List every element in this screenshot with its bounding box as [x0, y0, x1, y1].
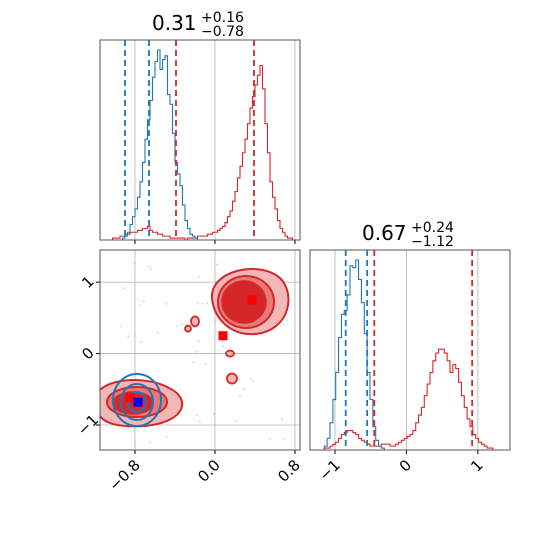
- marker-a-1: [218, 331, 228, 341]
- scatter-point: [165, 302, 168, 305]
- histogram-p0-series-b: [100, 49, 300, 240]
- scatter-point: [156, 331, 159, 334]
- contour-b-mid: [120, 383, 154, 421]
- title-p1-plus: +0.24: [411, 220, 454, 236]
- scatter-point: [238, 378, 241, 381]
- scatter-point: [195, 414, 198, 417]
- scatter-point: [283, 438, 286, 441]
- tick-label-p1-y-0: −1: [74, 411, 102, 439]
- scatter-point: [127, 335, 130, 338]
- joint-density-frame: [99, 249, 301, 451]
- scatter-point: [281, 418, 284, 421]
- scatter-point: [197, 340, 200, 343]
- scatter-point: [201, 302, 204, 305]
- scatter-point: [221, 340, 224, 343]
- title-p1-value: 0.67: [362, 221, 407, 245]
- scatter-point: [204, 362, 207, 365]
- scatter-point: [221, 345, 224, 348]
- histogram-p0-panel: [99, 39, 301, 244]
- title-p1: 0.67 +0.24 −1.12: [362, 220, 454, 250]
- scatter-point: [123, 287, 126, 290]
- title-p0: 0.31 +0.16 −0.78: [152, 10, 244, 40]
- histogram-p1-frame: [309, 249, 511, 451]
- scatter-point: [192, 360, 195, 363]
- histogram-p1-series-b: [310, 259, 510, 450]
- scatter-point: [242, 388, 245, 390]
- scatter-point: [142, 300, 145, 303]
- title-p0-plus: +0.16: [201, 10, 244, 26]
- scatter-point: [180, 323, 183, 326]
- contour-a-island: [184, 324, 192, 333]
- scatter-point: [148, 266, 151, 268]
- tick-label-p1-x-2: 1: [467, 456, 486, 475]
- scatter-point: [133, 430, 135, 433]
- contour-a-upper-inner: [221, 280, 267, 324]
- contour-a-island: [225, 349, 235, 358]
- scatter-point: [165, 436, 168, 438]
- joint-density-panel: [96, 249, 301, 454]
- tick-label-p1-x-0: −1: [315, 456, 343, 484]
- scatter-point: [239, 395, 241, 398]
- scatter-point: [286, 319, 289, 322]
- tick-label-p1-y-2: 1: [78, 272, 97, 291]
- scatter-point: [251, 379, 254, 382]
- scatter-point: [216, 263, 218, 266]
- contour-a-island: [190, 315, 200, 328]
- scatter-point: [198, 420, 201, 423]
- tick-label-p1-y-1: 0: [78, 344, 97, 363]
- marker-a-0: [125, 393, 135, 403]
- contour-b-outer: [112, 373, 162, 427]
- histogram-p0-frame: [99, 39, 301, 241]
- histogram-p0-series-a: [100, 64, 300, 240]
- scatter-point: [206, 302, 209, 305]
- scatter-point: [148, 441, 151, 444]
- scatter-point: [196, 352, 199, 355]
- title-p0-value: 0.31: [152, 11, 197, 35]
- scatter-point: [134, 442, 137, 445]
- scatter-point: [175, 325, 178, 328]
- scatter-point: [213, 412, 215, 415]
- contour-a-island: [226, 372, 238, 385]
- scatter-point: [197, 302, 199, 304]
- scatter-point: [249, 377, 252, 380]
- scatter-point: [195, 350, 198, 353]
- scatter-point: [133, 262, 136, 265]
- scatter-point: [214, 320, 217, 323]
- histogram-p1-series-a: [310, 348, 510, 450]
- tick-label-p0-0: −0.8: [105, 456, 143, 494]
- scatter-point: [217, 349, 219, 352]
- scatter-point: [120, 325, 123, 328]
- scatter-point: [149, 268, 152, 271]
- title-p0-minus: −0.78: [201, 24, 244, 40]
- tick-label-p0-1: 0.0: [194, 456, 224, 486]
- title-p1-minus: −1.12: [411, 234, 454, 250]
- tick-label-p0-2: 0.8: [274, 456, 304, 486]
- tick-label-p1-x-1: 0: [396, 456, 415, 475]
- scatter-point: [140, 341, 143, 344]
- scatter-point: [234, 419, 237, 422]
- scatter-point: [139, 304, 142, 307]
- scatter-point: [269, 438, 272, 441]
- marker-a-2: [247, 295, 257, 305]
- scatter-point: [197, 275, 200, 278]
- joint-density-layers: [100, 262, 290, 445]
- histogram-p1-panel: [309, 249, 511, 454]
- marker-b-0: [133, 397, 143, 407]
